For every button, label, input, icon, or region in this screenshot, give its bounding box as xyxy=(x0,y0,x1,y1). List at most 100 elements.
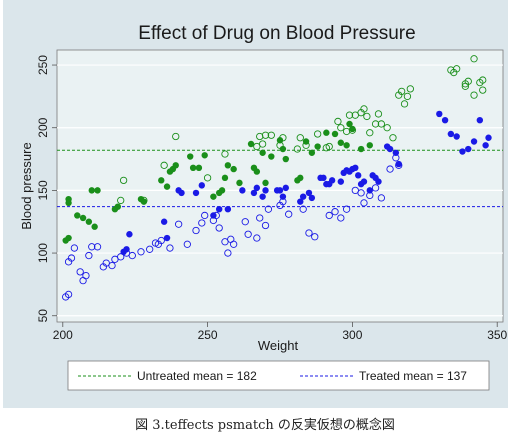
point-treated-hollow xyxy=(108,261,116,270)
point-treated-hollow xyxy=(137,248,145,256)
point-untreated-hollow xyxy=(479,86,487,94)
point-treated-hollow xyxy=(241,218,249,226)
point-treated-filled xyxy=(476,116,484,124)
point-treated-hollow xyxy=(212,211,220,220)
point-treated-hollow xyxy=(371,184,380,192)
point-untreated-filled xyxy=(308,149,316,156)
y-axis-label: Blood pressure xyxy=(19,142,34,229)
point-untreated-hollow xyxy=(337,124,345,132)
y-axis-ticks: 50 100 150 200 250 xyxy=(36,55,57,322)
y-tick-label: 200 xyxy=(36,117,50,137)
point-treated-filled xyxy=(192,189,200,197)
point-untreated-hollow xyxy=(470,55,478,63)
point-untreated-hollow xyxy=(371,120,380,128)
point-untreated-filled xyxy=(85,218,93,225)
point-untreated-filled xyxy=(79,214,87,222)
point-treated-filled xyxy=(366,187,373,194)
point-treated-hollow xyxy=(215,224,223,232)
point-untreated-hollow xyxy=(296,134,304,142)
point-untreated-filled xyxy=(337,139,345,146)
x-tick-label: 250 xyxy=(198,328,218,342)
point-treated-hollow xyxy=(117,253,125,261)
legend: Untreated mean = 182 Treated mean = 137 xyxy=(67,360,490,391)
point-treated-filled xyxy=(253,184,261,192)
point-untreated-filled xyxy=(259,149,266,156)
point-treated-hollow xyxy=(377,194,386,202)
point-untreated-hollow xyxy=(267,131,275,139)
point-treated-filled xyxy=(441,116,449,124)
point-treated-filled xyxy=(279,193,287,200)
point-untreated-filled xyxy=(366,142,373,149)
point-treated-filled xyxy=(308,194,316,202)
point-treated-hollow xyxy=(85,251,93,260)
point-treated-filled xyxy=(305,189,313,197)
point-untreated-filled xyxy=(114,203,122,210)
point-treated-hollow xyxy=(253,234,261,242)
point-treated-hollow xyxy=(311,233,319,241)
point-untreated-hollow xyxy=(479,76,487,84)
point-treated-filled xyxy=(453,133,460,140)
point-treated-filled xyxy=(299,193,307,200)
point-untreated-hollow xyxy=(453,65,461,73)
y-tick-label: 150 xyxy=(36,180,50,200)
point-treated-hollow xyxy=(82,271,90,280)
point-untreated-filled xyxy=(262,179,269,187)
point-untreated-filled xyxy=(65,234,72,242)
point-untreated-filled xyxy=(221,174,229,182)
point-untreated-hollow xyxy=(172,132,180,141)
x-axis-ticks: 200 250 300 350 xyxy=(53,322,508,342)
point-treated-filled xyxy=(320,174,327,182)
point-treated-hollow xyxy=(192,226,200,235)
point-untreated-hollow xyxy=(377,120,386,128)
y-tick-label: 250 xyxy=(36,55,50,75)
point-untreated-filled xyxy=(282,155,289,163)
point-treated-filled xyxy=(198,182,206,189)
point-untreated-filled xyxy=(346,120,353,128)
point-untreated-filled xyxy=(314,143,321,150)
point-untreated-hollow xyxy=(345,111,354,119)
y-tick-label: 100 xyxy=(36,243,50,263)
point-treated-hollow xyxy=(67,254,76,262)
point-treated-hollow xyxy=(70,244,79,252)
x-tick-label: 300 xyxy=(342,328,362,342)
point-treated-filled xyxy=(160,218,168,225)
point-untreated-filled xyxy=(279,145,287,153)
point-treated-filled xyxy=(123,246,130,253)
point-treated-hollow xyxy=(88,243,96,251)
point-treated-hollow xyxy=(256,214,264,222)
legend-label-untreated: Untreated mean = 182 xyxy=(137,369,257,383)
point-treated-hollow xyxy=(299,205,307,213)
point-treated-hollow xyxy=(128,251,136,260)
point-treated-filled xyxy=(224,205,232,213)
x-tick-label: 200 xyxy=(53,328,73,342)
point-treated-hollow xyxy=(305,229,313,237)
point-treated-filled xyxy=(375,178,382,185)
point-untreated-filled xyxy=(88,187,95,194)
point-treated-hollow xyxy=(261,221,270,230)
point-untreated-filled xyxy=(172,162,179,169)
point-treated-hollow xyxy=(395,161,403,169)
point-untreated-hollow xyxy=(276,141,284,149)
point-treated-hollow xyxy=(264,205,273,213)
point-treated-filled xyxy=(250,189,258,197)
plot-area xyxy=(56,49,504,323)
point-untreated-hollow xyxy=(400,100,409,108)
point-treated-hollow xyxy=(357,189,365,197)
point-treated-hollow xyxy=(183,240,191,248)
point-untreated-hollow xyxy=(334,117,342,126)
point-treated-filled xyxy=(470,138,478,145)
point-untreated-filled xyxy=(276,137,284,144)
point-treated-hollow xyxy=(342,205,351,213)
point-treated-hollow xyxy=(279,198,287,206)
point-untreated-filled xyxy=(331,130,339,138)
point-treated-filled xyxy=(276,187,284,194)
point-untreated-hollow xyxy=(302,141,310,149)
point-treated-filled xyxy=(360,178,368,185)
point-treated-hollow xyxy=(360,199,368,207)
point-treated-hollow xyxy=(166,244,174,252)
point-untreated-filled xyxy=(195,164,203,172)
point-untreated-hollow xyxy=(374,110,383,118)
point-treated-hollow xyxy=(337,214,345,222)
point-treated-filled xyxy=(239,187,246,194)
point-untreated-hollow xyxy=(464,77,472,85)
